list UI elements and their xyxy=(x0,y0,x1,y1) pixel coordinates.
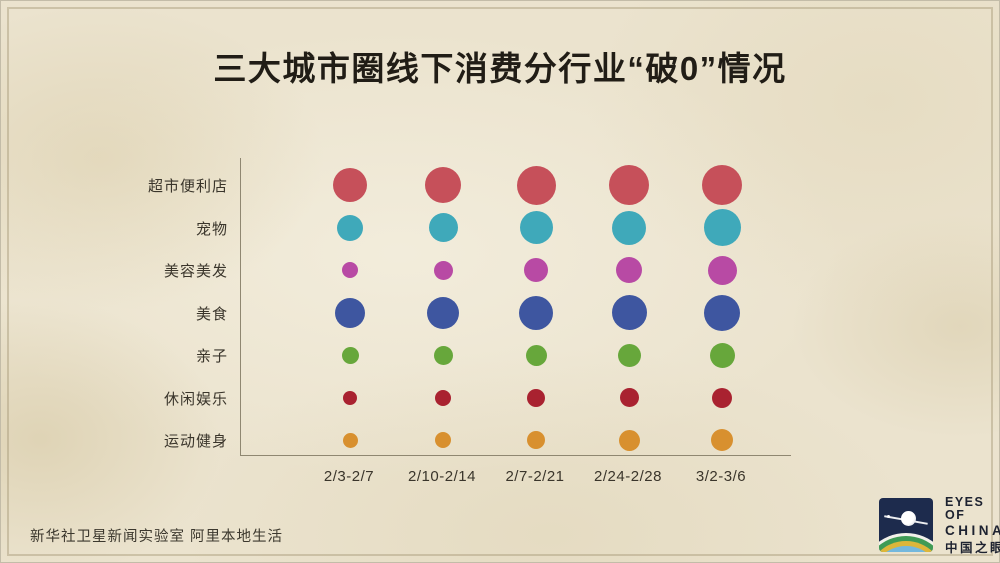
bubble-运动健身-2/7-2/21 xyxy=(527,431,545,449)
y-axis-label: 亲子 xyxy=(195,348,228,365)
bubble-运动健身-3/2-3/6 xyxy=(711,429,733,451)
chart-title: 三大城市圈线下消费分行业“破0”情况 xyxy=(213,50,787,87)
x-axis-label: 3/2-3/6 xyxy=(695,468,747,485)
bubble-美容美发-2/3-2/7 xyxy=(342,262,358,278)
logo-text: EYES OF CHINA 中国之眼 xyxy=(945,496,1000,554)
bubble-休闲娱乐-2/10-2/14 xyxy=(435,389,451,406)
bubble-超市便利店-2/10-2/14 xyxy=(425,167,461,203)
bubble-休闲娱乐-2/3-2/7 xyxy=(343,390,357,405)
bubble-美容美发-2/7-2/21 xyxy=(524,258,548,282)
bubble-宠物-2/10-2/14 xyxy=(428,213,458,242)
bubble-美食-3/2-3/6 xyxy=(704,294,740,331)
bubble-美食-2/3-2/7 xyxy=(335,297,365,328)
bubble-宠物-3/2-3/6 xyxy=(703,209,741,246)
source-credit: 新华社卫星新闻实验室 阿里本地生活 xyxy=(30,529,284,545)
satellite-planet-icon xyxy=(901,511,916,526)
eyes-of-china-logo: EYES OF CHINA 中国之眼 xyxy=(879,496,1000,554)
bubble-亲子-2/3-2/7 xyxy=(341,346,359,364)
bubble-宠物-2/3-2/7 xyxy=(337,214,363,241)
logo-text-cn: 中国之眼 xyxy=(945,540,1000,555)
bubble-宠物-2/24-2/28 xyxy=(612,210,646,245)
plot-area xyxy=(240,158,791,456)
bubble-超市便利店-2/3-2/7 xyxy=(333,168,367,202)
x-axis-label: 2/3-2/7 xyxy=(323,468,375,485)
y-axis-label: 美食 xyxy=(195,305,228,323)
bubble-美食-2/24-2/28 xyxy=(611,295,647,330)
bubble-美容美发-3/2-3/6 xyxy=(707,255,737,285)
logo-arc-blue xyxy=(879,546,933,552)
bubble-超市便利店-2/24-2/28 xyxy=(609,165,649,205)
satellite-logo-mark xyxy=(879,498,933,552)
bubble-宠物-2/7-2/21 xyxy=(519,211,553,244)
x-axis-label: 2/7-2/21 xyxy=(505,468,565,485)
y-axis-label: 美容美发 xyxy=(163,263,228,280)
bubble-亲子-2/7-2/21 xyxy=(525,344,547,366)
bubble-美食-2/7-2/21 xyxy=(519,295,553,330)
bubble-美容美发-2/24-2/28 xyxy=(616,257,642,283)
x-axis-label: 2/10-2/14 xyxy=(408,468,476,485)
bubble-亲子-2/10-2/14 xyxy=(433,345,453,365)
logo-text-en2: CHINA xyxy=(945,523,1000,538)
bubble-休闲娱乐-2/24-2/28 xyxy=(619,388,639,407)
bubble-亲子-3/2-3/6 xyxy=(709,342,735,368)
y-axis-label: 运动健身 xyxy=(163,433,228,450)
bubble-休闲娱乐-3/2-3/6 xyxy=(712,387,732,408)
bubble-亲子-2/24-2/28 xyxy=(617,343,641,367)
bubble-运动健身-2/3-2/7 xyxy=(342,432,358,448)
bubble-超市便利店-2/7-2/21 xyxy=(516,165,556,205)
logo-text-en1: EYES OF xyxy=(945,495,985,522)
satellite-dot xyxy=(887,515,890,518)
y-axis-label: 超市便利店 xyxy=(147,178,228,195)
bubble-休闲娱乐-2/7-2/21 xyxy=(527,388,545,407)
y-axis-label: 宠物 xyxy=(195,220,228,238)
x-axis-label: 2/24-2/28 xyxy=(594,468,662,485)
bubble-运动健身-2/24-2/28 xyxy=(618,429,640,451)
bubble-美食-2/10-2/14 xyxy=(427,296,459,329)
y-axis-label: 休闲娱乐 xyxy=(163,390,228,408)
bubble-超市便利店-3/2-3/6 xyxy=(702,165,742,205)
bubble-运动健身-2/10-2/14 xyxy=(435,432,451,448)
bubble-美容美发-2/10-2/14 xyxy=(433,260,453,280)
